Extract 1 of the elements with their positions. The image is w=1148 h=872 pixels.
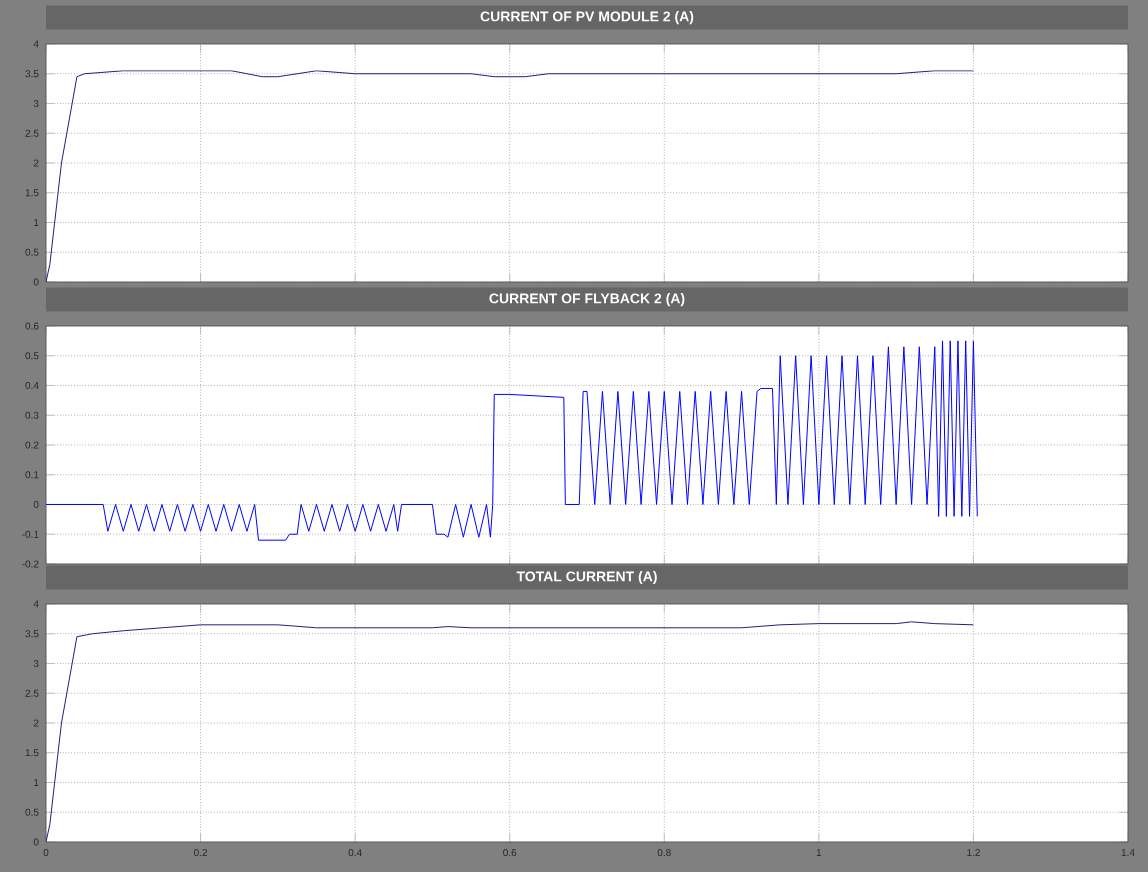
line-series bbox=[46, 340, 978, 541]
